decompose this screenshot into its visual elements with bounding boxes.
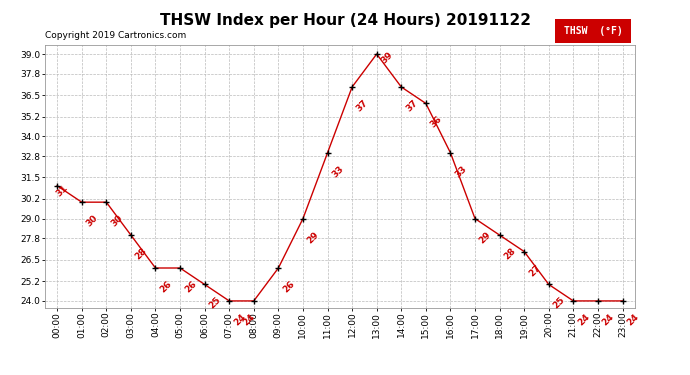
Text: 25: 25 — [551, 296, 566, 311]
Text: THSW  (°F): THSW (°F) — [564, 26, 623, 36]
Text: 26: 26 — [281, 279, 296, 294]
Text: THSW Index per Hour (24 Hours) 20191122: THSW Index per Hour (24 Hours) 20191122 — [159, 13, 531, 28]
Text: 33: 33 — [453, 164, 469, 179]
Text: 37: 37 — [355, 98, 370, 113]
Text: 24: 24 — [576, 312, 591, 327]
Text: 24: 24 — [601, 312, 616, 327]
Text: 37: 37 — [404, 98, 420, 113]
Text: 30: 30 — [84, 213, 99, 228]
Text: 24: 24 — [625, 312, 640, 327]
Text: 27: 27 — [527, 262, 542, 278]
Text: 26: 26 — [158, 279, 173, 294]
Text: 31: 31 — [55, 183, 70, 198]
Text: 25: 25 — [208, 296, 223, 311]
Text: 33: 33 — [331, 164, 346, 179]
Text: 29: 29 — [306, 230, 321, 245]
Text: 28: 28 — [134, 246, 149, 261]
Text: 36: 36 — [428, 114, 444, 130]
Text: 24: 24 — [241, 312, 257, 327]
Text: Copyright 2019 Cartronics.com: Copyright 2019 Cartronics.com — [45, 31, 186, 40]
Text: 39: 39 — [380, 50, 395, 65]
Text: 29: 29 — [477, 230, 493, 245]
Text: 24: 24 — [232, 312, 247, 327]
Text: 28: 28 — [502, 246, 518, 261]
Text: 26: 26 — [183, 279, 198, 294]
Text: 30: 30 — [109, 213, 124, 228]
